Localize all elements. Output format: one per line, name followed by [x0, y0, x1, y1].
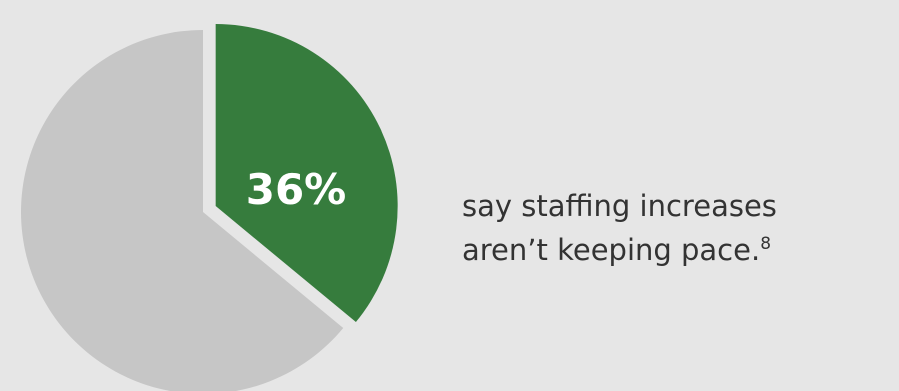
caption-line-1: say staffing increases [462, 189, 777, 223]
stat-caption: say staffing increases aren’t keeping pa… [462, 184, 892, 272]
percentage-label: 36% [246, 165, 347, 214]
pie-slices [21, 24, 398, 391]
caption-line-2-text: aren’t keeping pace. [462, 233, 761, 267]
pie-chart: 36% [21, 24, 398, 391]
caption-line-2: aren’t keeping pace.8 [462, 228, 892, 272]
pie-slice-highlight [215, 24, 398, 323]
footnote-marker: 8 [760, 234, 772, 254]
pie-slice-remainder [21, 30, 344, 391]
